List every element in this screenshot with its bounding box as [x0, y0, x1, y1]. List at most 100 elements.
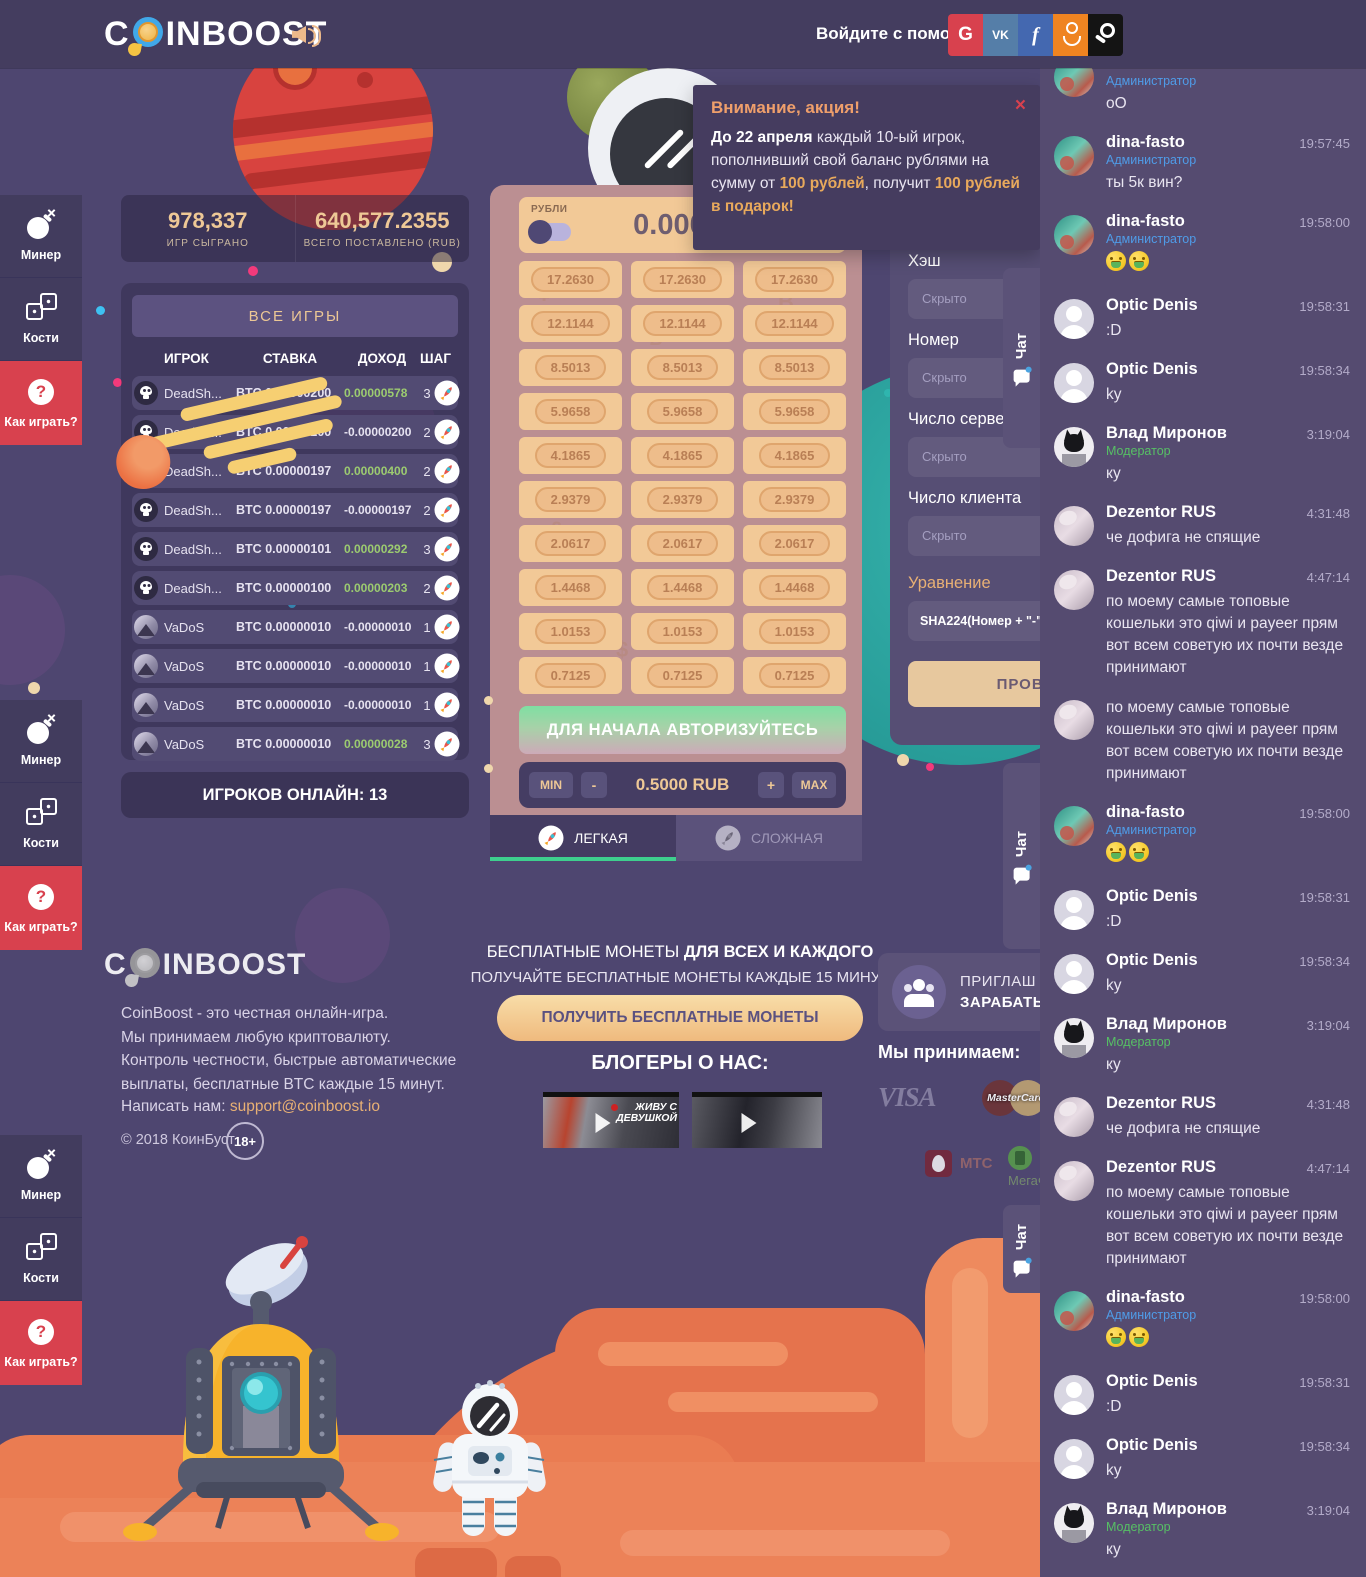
- all-games-button[interactable]: ВСЕ ИГРЫ: [132, 295, 458, 337]
- video-thumbnail[interactable]: [692, 1092, 822, 1148]
- rocket-icon[interactable]: [434, 419, 460, 445]
- tab-hard[interactable]: СЛОЖНАЯ: [676, 815, 862, 861]
- chat-tab[interactable]: Чат: [1003, 763, 1040, 949]
- chat-user-name: Влад Миронов: [1106, 1015, 1227, 1033]
- multiplier-cell[interactable]: 1.4468: [631, 569, 734, 606]
- multiplier-cell[interactable]: 1.4468: [519, 569, 622, 606]
- multiplier-cell[interactable]: 1.0153: [631, 613, 734, 650]
- table-row[interactable]: DeadSh... BTC 0.00000101 0.00000292 3: [132, 532, 460, 566]
- table-row[interactable]: VaDoS BTC 0.00000010 -0.00000010 1: [132, 688, 460, 722]
- rocket-icon[interactable]: [434, 653, 460, 679]
- rocket-icon[interactable]: [434, 692, 460, 718]
- verify-field-label: Хэш: [908, 252, 941, 270]
- video-thumbnail[interactable]: ЖИВУ С ДЕВУШКОЙ: [543, 1092, 679, 1148]
- multiplier-cell[interactable]: 2.9379: [519, 481, 622, 518]
- rocket-icon[interactable]: [434, 536, 460, 562]
- social-button[interactable]: [1053, 14, 1088, 56]
- multiplier-cell[interactable]: 5.9658: [631, 393, 734, 430]
- sidebar-item-label: Как играть?: [4, 415, 78, 429]
- support-email-link[interactable]: support@coinboost.io: [229, 1098, 380, 1115]
- chat-tab[interactable]: Чат: [1003, 268, 1040, 448]
- multiplier-cell[interactable]: 5.9658: [743, 393, 846, 430]
- table-row[interactable]: DeadSh... BTC 0.00000100 0.00000203 2: [132, 571, 460, 605]
- chat-user-role: Модератор: [1106, 1035, 1171, 1049]
- multiplier-cell[interactable]: 4.1865: [743, 437, 846, 474]
- sidebar-item[interactable]: Как играть?: [0, 866, 82, 950]
- sidebar-item[interactable]: Минер: [0, 1135, 82, 1218]
- avatar: [1054, 806, 1094, 846]
- multiplier-cell[interactable]: 4.1865: [519, 437, 622, 474]
- multiplier-cell[interactable]: 0.7125: [743, 657, 846, 694]
- increase-button[interactable]: +: [758, 772, 784, 798]
- bet-cell: BTC 0.00000010: [236, 620, 332, 634]
- multiplier-cell[interactable]: 1.0153: [519, 613, 622, 650]
- rocket-icon[interactable]: [434, 575, 460, 601]
- rocket-icon[interactable]: [434, 614, 460, 640]
- multiplier-cell[interactable]: 2.0617: [743, 525, 846, 562]
- avatar: [1054, 890, 1094, 930]
- chat-message: Optic Denis 19:58:31 :D: [1054, 1372, 1350, 1418]
- sidebar-item[interactable]: Кости: [0, 783, 82, 866]
- min-button[interactable]: MIN: [529, 772, 573, 798]
- multiplier-cell[interactable]: 8.5013: [743, 349, 846, 386]
- currency-toggle[interactable]: [528, 220, 571, 244]
- sidebar-item[interactable]: Минер: [0, 195, 82, 278]
- chat-user-role: Администратор: [1106, 153, 1197, 167]
- multiplier-cell[interactable]: 0.7125: [519, 657, 622, 694]
- bet-value[interactable]: 0.5000 RUB: [635, 775, 730, 794]
- chat-bubble-icon: [1013, 1260, 1030, 1274]
- rocket-icon[interactable]: [434, 497, 460, 523]
- sidebar-item[interactable]: Как играть?: [0, 361, 82, 445]
- chat-message-text: ку: [1106, 1056, 1121, 1073]
- multiplier-cell[interactable]: 2.9379: [631, 481, 734, 518]
- sidebar-item[interactable]: Как играть?: [0, 1301, 82, 1385]
- decor-dot: [884, 389, 892, 397]
- multiplier-cell[interactable]: 8.5013: [519, 349, 622, 386]
- multiplier-cell[interactable]: 4.1865: [631, 437, 734, 474]
- max-button[interactable]: MAX: [792, 772, 836, 798]
- multiplier-cell[interactable]: 1.0153: [743, 613, 846, 650]
- get-free-coins-button[interactable]: ПОЛУЧИТЬ БЕСПЛАТНЫЕ МОНЕТЫ: [497, 995, 863, 1041]
- sidebar: Минер Кости Как играть?: [0, 700, 82, 950]
- multiplier-cell[interactable]: 17.2630: [743, 261, 846, 298]
- decor-dot: [96, 306, 105, 315]
- table-row[interactable]: VaDoS BTC 0.00000010 0.00000028 3: [132, 727, 460, 761]
- rocket-icon[interactable]: [434, 458, 460, 484]
- tab-easy[interactable]: ЛЕГКАЯ: [490, 815, 676, 861]
- sidebar-item-icon: [26, 882, 56, 912]
- multiplier-cell[interactable]: 17.2630: [519, 261, 622, 298]
- table-row[interactable]: VaDoS BTC 0.00000010 -0.00000010 1: [132, 649, 460, 683]
- multiplier-cell[interactable]: 2.0617: [519, 525, 622, 562]
- multiplier-cell[interactable]: 0.7125: [631, 657, 734, 694]
- authorize-button[interactable]: ДЛЯ НАЧАЛА АВТОРИЗУЙТЕСЬ: [519, 706, 846, 754]
- multiplier-cell[interactable]: 2.9379: [743, 481, 846, 518]
- chat-message-text: ky: [1106, 386, 1122, 403]
- multiplier-cell[interactable]: 2.0617: [631, 525, 734, 562]
- chat-user-role: Модератор: [1106, 1520, 1171, 1534]
- close-icon[interactable]: ×: [1014, 95, 1026, 116]
- multiplier-cell[interactable]: 8.5013: [631, 349, 734, 386]
- sidebar-item[interactable]: Кости: [0, 1218, 82, 1301]
- decrease-button[interactable]: -: [581, 772, 607, 798]
- multiplier-cell[interactable]: 5.9658: [519, 393, 622, 430]
- multiplier-cell[interactable]: 1.4468: [743, 569, 846, 606]
- table-row[interactable]: VaDoS BTC 0.00000010 -0.00000010 1: [132, 610, 460, 644]
- rocket-icon[interactable]: [434, 380, 460, 406]
- social-button[interactable]: G: [948, 14, 983, 56]
- sidebar-item[interactable]: Кости: [0, 278, 82, 361]
- multiplier-cell[interactable]: 12.1144: [743, 305, 846, 342]
- sound-icon[interactable]: [292, 24, 320, 46]
- chat-message-text: [1106, 251, 1350, 278]
- social-button[interactable]: VK: [983, 14, 1018, 56]
- rocket-icon[interactable]: [434, 731, 460, 757]
- social-button[interactable]: f: [1018, 14, 1053, 56]
- avatar: [1054, 299, 1094, 339]
- chat-timestamp: 19:58:31: [1299, 299, 1350, 314]
- multiplier-cell[interactable]: 17.2630: [631, 261, 734, 298]
- chat-tab[interactable]: Чат: [1003, 1205, 1040, 1293]
- player-name: VaDoS: [164, 697, 205, 713]
- sidebar-item[interactable]: Минер: [0, 700, 82, 783]
- multiplier-cell[interactable]: 12.1144: [519, 305, 622, 342]
- social-button[interactable]: [1088, 14, 1123, 56]
- multiplier-cell[interactable]: 12.1144: [631, 305, 734, 342]
